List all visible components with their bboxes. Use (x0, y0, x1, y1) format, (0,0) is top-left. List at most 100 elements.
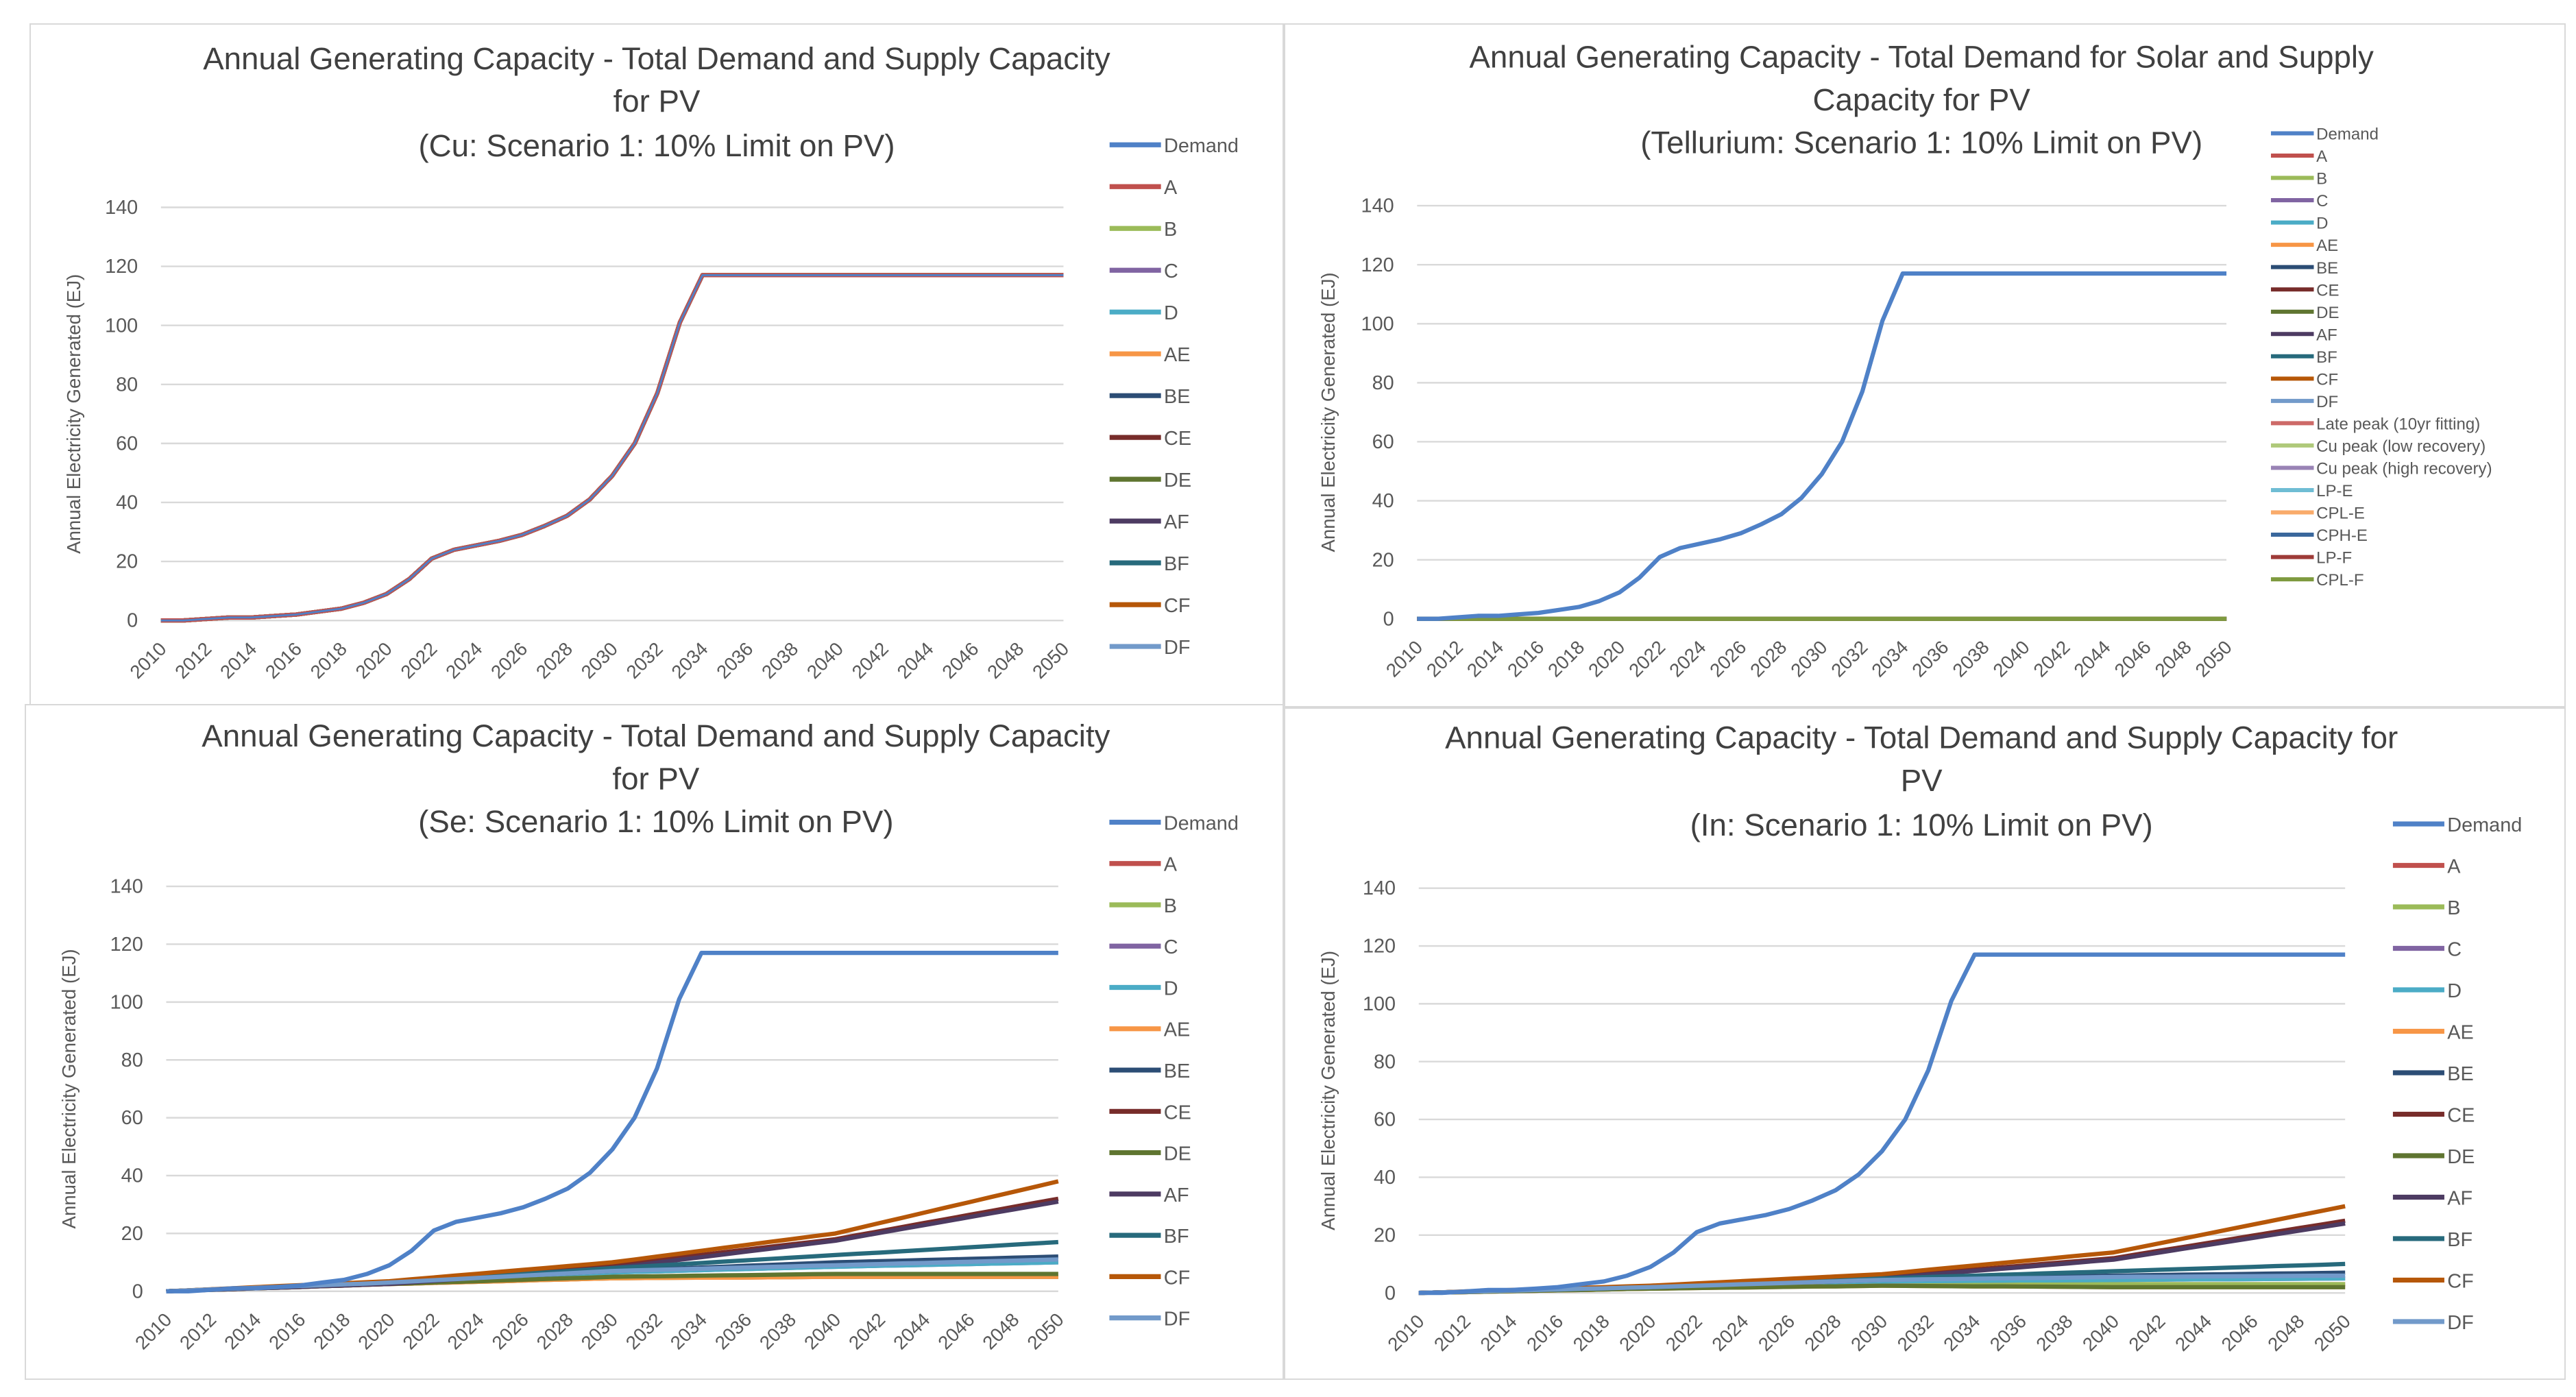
series-line-a (160, 273, 1064, 623)
y-tick-label: 20 (116, 551, 138, 573)
x-tick-label: 2046 (934, 1309, 978, 1353)
series-line-b (160, 273, 1064, 623)
legend-label: AE (1164, 1019, 1191, 1041)
x-tick-label: 2040 (1989, 636, 2033, 681)
chart-title-line: (Se: Scenario 1: 10% Limit on PV) (418, 804, 893, 839)
chart-se: Annual Generating Capacity - Total Deman… (58, 718, 1239, 1354)
x-tick-label: 2048 (2263, 1311, 2308, 1355)
x-tick-label: 2050 (2191, 636, 2235, 681)
x-tick-label: 2024 (1665, 636, 1710, 681)
x-tick-label: 2044 (2069, 636, 2114, 681)
legend-label: CPL-F (2316, 571, 2364, 590)
x-tick-label: 2050 (2310, 1311, 2355, 1355)
chart-title-line: PV (1901, 763, 1943, 798)
legend-label: DF (2447, 1312, 2473, 1334)
y-tick-label: 20 (121, 1223, 143, 1245)
chart-panel-in: Annual Generating Capacity - Total Deman… (1284, 707, 2566, 1380)
y-tick-label: 40 (121, 1165, 143, 1187)
y-tick-label: 140 (110, 876, 143, 898)
legend-label: A (1164, 177, 1178, 199)
x-tick-label: 2010 (125, 638, 170, 683)
x-tick-label: 2016 (265, 1309, 309, 1353)
y-tick-label: 0 (1383, 608, 1394, 630)
series-line-df (1418, 1273, 2346, 1296)
x-tick-label: 2026 (487, 1309, 532, 1353)
y-tick-label: 140 (105, 197, 138, 219)
legend-label: B (1164, 219, 1177, 241)
legend-label: CPH-E (2316, 526, 2368, 545)
x-tick-label: 2018 (1569, 1311, 1614, 1355)
legend-label: B (2316, 170, 2327, 189)
legend-label: AF (2316, 326, 2337, 344)
y-tick-label: 80 (116, 374, 138, 396)
legend-label: BE (1164, 386, 1190, 408)
x-tick-label: 2032 (1827, 636, 1871, 681)
y-tick-label: 120 (1361, 254, 1394, 276)
legend-label: DF (1164, 1309, 1190, 1331)
x-tick-label: 2022 (396, 638, 441, 683)
legend-label: C (1164, 260, 1178, 282)
x-tick-label: 2030 (1786, 636, 1831, 681)
y-tick-label: 120 (105, 256, 138, 278)
legend-label: CPL-E (2316, 505, 2365, 523)
legend-label: C (1164, 936, 1178, 958)
legend-label: LP-F (2316, 549, 2352, 568)
legend-label: Demand (1164, 812, 1239, 834)
legend-label: AF (2447, 1187, 2472, 1209)
legend-label: BF (1164, 1226, 1189, 1248)
y-tick-label: 80 (1372, 372, 1394, 394)
y-tick-label: 20 (1372, 549, 1394, 571)
series-line-df (160, 273, 1064, 623)
legend-label: Demand (1164, 135, 1239, 157)
x-tick-label: 2042 (2029, 636, 2074, 681)
legend-label: BE (2316, 259, 2338, 278)
legend-label: Demand (2447, 814, 2522, 836)
chart-panel-tellurium: Annual Generating Capacity - Total Deman… (1284, 23, 2566, 707)
chart-tellurium: Annual Generating Capacity - Total Deman… (1317, 39, 2492, 681)
y-tick-label: 20 (1374, 1224, 1396, 1246)
y-tick-label: 80 (121, 1049, 143, 1071)
x-tick-label: 2014 (220, 1309, 265, 1353)
x-tick-label: 2022 (398, 1309, 443, 1353)
x-tick-label: 2014 (216, 638, 260, 683)
legend-label: BE (1164, 1060, 1191, 1082)
y-tick-label: 80 (1374, 1051, 1396, 1073)
legend-label: D (2316, 215, 2328, 233)
x-tick-label: 2044 (889, 1309, 934, 1353)
y-tick-label: 40 (1374, 1167, 1396, 1189)
x-tick-label: 2010 (1383, 1311, 1428, 1355)
legend-label: C (2447, 938, 2462, 960)
x-tick-label: 2022 (1662, 1311, 1706, 1355)
y-tick-label: 100 (1363, 993, 1396, 1015)
legend-label: A (2316, 147, 2327, 166)
x-tick-label: 2020 (1615, 1311, 1660, 1355)
y-tick-label: 60 (1374, 1109, 1396, 1131)
y-tick-label: 40 (1372, 490, 1394, 512)
x-tick-label: 2044 (892, 638, 937, 683)
legend-label: DE (2316, 304, 2339, 322)
x-tick-label: 2044 (2171, 1311, 2215, 1355)
series-line-ce (160, 273, 1064, 623)
x-tick-label: 2012 (175, 1309, 220, 1353)
x-tick-label: 2034 (666, 1309, 711, 1353)
legend-label: AE (1164, 344, 1190, 366)
chart-title-line: Annual Generating Capacity - Total Deman… (203, 41, 1110, 76)
legend-label: CF (1164, 1267, 1190, 1289)
x-tick-label: 2028 (533, 1309, 577, 1353)
x-tick-label: 2024 (441, 638, 486, 683)
y-tick-label: 100 (1361, 313, 1394, 335)
x-tick-label: 2034 (1939, 1311, 1984, 1355)
y-tick-label: 60 (1372, 431, 1394, 453)
legend-label: AE (2447, 1021, 2474, 1043)
y-axis-label: Annual Electricity Generated (EJ) (1317, 951, 1339, 1230)
x-tick-label: 2030 (1847, 1311, 1891, 1355)
legend-label: CF (2447, 1270, 2473, 1292)
legend-label: Cu peak (low recovery) (2316, 437, 2486, 456)
x-tick-label: 2028 (1746, 636, 1790, 681)
legend-label: D (2447, 980, 2462, 1002)
y-tick-label: 140 (1361, 195, 1394, 217)
legend-label: DE (1164, 470, 1191, 491)
legend-label: BF (1164, 553, 1189, 575)
series-line-demand (166, 950, 1058, 1293)
series-line-be (160, 273, 1064, 623)
